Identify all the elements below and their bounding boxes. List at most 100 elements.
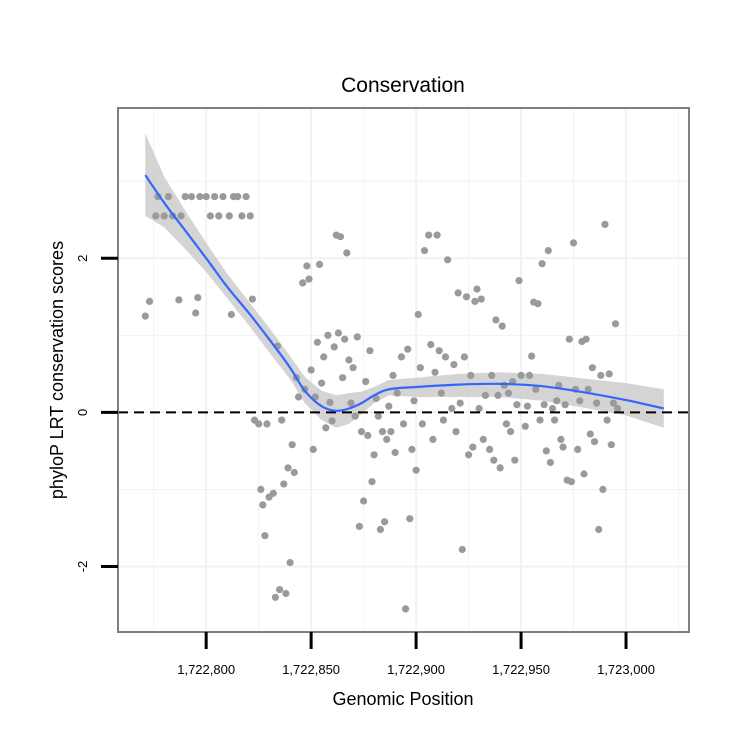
data-point <box>544 247 552 255</box>
data-point <box>450 361 458 369</box>
data-point <box>551 416 559 424</box>
data-point <box>465 451 473 459</box>
data-point <box>574 445 582 453</box>
data-point <box>452 428 460 436</box>
data-point <box>259 501 267 509</box>
data-point <box>513 401 521 409</box>
data-point <box>313 338 321 346</box>
data-point <box>431 368 439 376</box>
data-point <box>507 428 515 436</box>
data-point <box>305 275 313 283</box>
data-point <box>467 371 475 379</box>
x-axis-title: Genomic Position <box>332 689 473 709</box>
data-point <box>605 370 613 378</box>
data-point <box>290 468 298 477</box>
data-point <box>588 364 597 372</box>
data-point <box>315 260 324 268</box>
data-point <box>276 586 284 594</box>
data-point <box>299 279 307 287</box>
data-point <box>504 389 513 397</box>
data-point <box>263 420 271 428</box>
data-point <box>408 445 416 453</box>
data-point <box>441 353 450 361</box>
data-point <box>435 347 443 355</box>
data-point <box>336 233 345 241</box>
data-point <box>360 497 368 505</box>
data-point <box>343 249 351 257</box>
confidence-band-layer <box>145 133 664 428</box>
data-point <box>593 399 601 407</box>
data-point <box>194 294 202 302</box>
data-point <box>225 212 233 220</box>
plot-panel <box>118 108 689 632</box>
data-point <box>609 399 618 407</box>
x-axis: 1,722,800 1,722,850 1,722,900 1,722,950 1,72… <box>177 632 655 677</box>
data-point <box>280 480 288 488</box>
data-point <box>349 364 357 372</box>
data-point <box>366 347 374 355</box>
data-point <box>238 212 246 220</box>
data-point <box>479 435 487 443</box>
data-point <box>532 385 540 393</box>
data-point <box>488 371 496 379</box>
data-points-layer <box>141 193 622 613</box>
x-tick-label: 1,722,900 <box>387 662 445 677</box>
data-point <box>490 456 498 464</box>
data-point <box>324 331 332 339</box>
data-point <box>374 412 382 420</box>
chart-title: Conservation <box>341 74 465 97</box>
data-point <box>557 435 565 443</box>
data-point <box>322 424 330 432</box>
data-point <box>160 212 168 220</box>
y-tick-label: 2 <box>75 255 90 262</box>
data-point <box>242 193 250 201</box>
y-tick-label: -2 <box>75 561 90 573</box>
data-point <box>351 412 359 420</box>
data-point <box>364 431 372 440</box>
data-point <box>211 193 219 201</box>
data-point <box>584 385 592 393</box>
data-point <box>561 401 569 409</box>
data-point <box>288 441 296 449</box>
gridlines <box>118 108 689 632</box>
data-point <box>347 399 355 407</box>
x-tick-label: 1,722,950 <box>492 662 550 677</box>
data-point <box>603 416 611 424</box>
data-point <box>586 430 594 438</box>
data-point <box>511 456 519 464</box>
data-point <box>271 593 279 601</box>
data-point <box>330 343 338 351</box>
data-point <box>502 420 510 428</box>
data-point <box>525 371 534 379</box>
data-point <box>437 389 445 397</box>
data-point <box>412 466 420 474</box>
data-point <box>187 193 196 201</box>
data-point <box>227 310 235 319</box>
data-point <box>378 428 387 436</box>
data-point <box>475 404 483 413</box>
data-point <box>559 443 567 451</box>
data-point <box>404 345 412 353</box>
data-point <box>255 420 263 428</box>
data-point <box>357 428 366 436</box>
data-point <box>536 416 544 424</box>
data-point <box>152 212 160 220</box>
data-point <box>599 485 607 493</box>
data-point <box>181 193 189 201</box>
data-point <box>542 447 550 455</box>
data-point <box>141 312 149 320</box>
data-point <box>565 335 573 343</box>
data-point <box>215 212 223 220</box>
data-point <box>425 231 433 239</box>
data-point <box>362 378 370 386</box>
data-point <box>414 310 422 319</box>
data-point <box>372 394 380 403</box>
data-point <box>406 515 414 523</box>
data-point <box>402 605 410 613</box>
data-point <box>376 525 384 534</box>
data-point <box>383 435 391 443</box>
data-point <box>538 260 546 268</box>
data-point <box>399 420 408 428</box>
data-point <box>494 391 502 399</box>
panel-border <box>117 107 690 633</box>
